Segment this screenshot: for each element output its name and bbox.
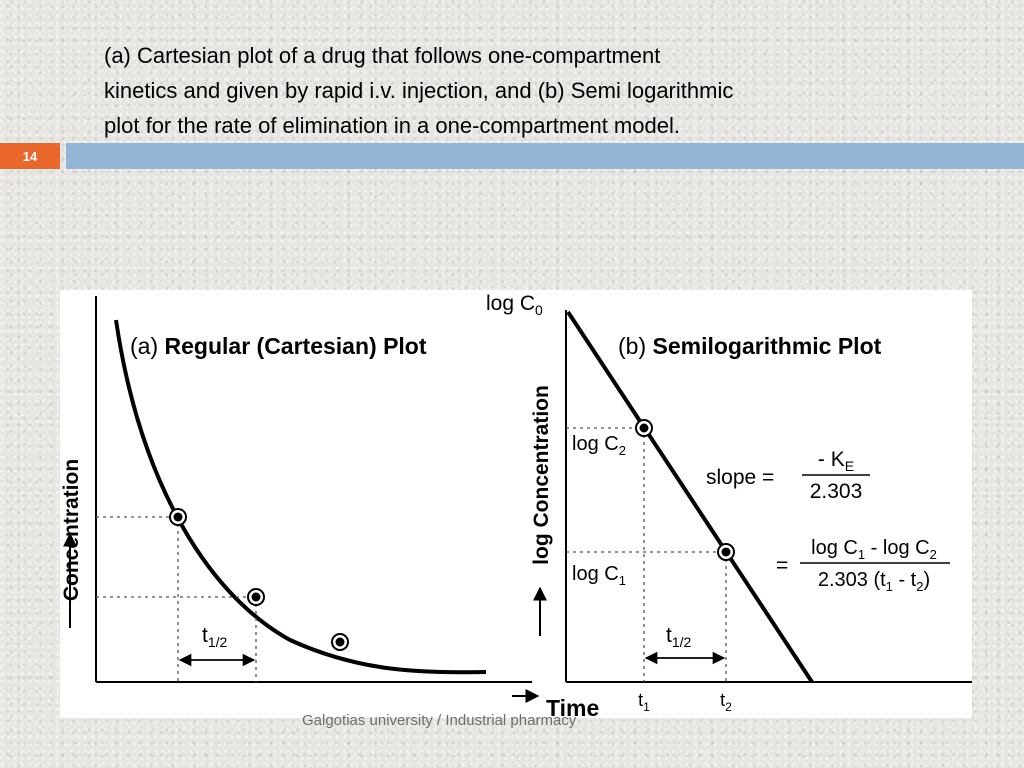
plot-b-y-label: log Concentration <box>530 385 553 565</box>
slope-numerator: - KE <box>818 448 854 474</box>
log-c0-label: log C0 <box>486 292 543 318</box>
slide-number: 14 <box>0 143 60 169</box>
plot-b-log-line <box>566 310 814 684</box>
slope-formula: = log C1 - log C2 2.303 (t1 - t2) <box>776 537 950 594</box>
t1-label: t1 <box>638 690 650 714</box>
title-line-3: plot for the rate of elimination in a on… <box>104 113 680 138</box>
formula-numerator: log C1 - log C2 <box>811 537 937 562</box>
plot-b: log C0 (b) Semilogarithmic Plot log Conc… <box>486 292 972 714</box>
t2-label: t2 <box>720 690 732 714</box>
plot-a-decay-curve <box>114 319 487 675</box>
x-axis-label: Time <box>546 695 599 718</box>
slide-title: (a) Cartesian plot of a drug that follow… <box>104 38 984 143</box>
formula-equals: = <box>776 554 788 577</box>
plot-b-title: (b) Semilogarithmic Plot <box>618 333 882 359</box>
plot-a-data-points <box>169 508 349 651</box>
title-line-2: kinetics and given by rapid i.v. injecti… <box>104 78 734 103</box>
formula-denominator: 2.303 (t1 - t2) <box>818 569 930 594</box>
plot-a-half-life-label: t1/2 <box>202 624 228 650</box>
slope-equation: slope = - KE 2.303 <box>706 448 870 503</box>
slope-denominator: 2.303 <box>810 480 863 503</box>
svg-text:log Concentration: log Concentration <box>530 385 553 565</box>
plot-b-half-life-label: t1/2 <box>666 624 692 650</box>
plot-a-title: (a) Regular (Cartesian) Plot <box>130 333 427 359</box>
title-bar <box>66 143 1024 169</box>
pharmacokinetic-figure: (a) Regular (Cartesian) Plot Concentrati… <box>60 290 972 721</box>
svg-text:Concentration: Concentration <box>60 459 83 601</box>
plot-a-guide-lines <box>96 516 257 682</box>
log-c2-label: log C2 <box>572 433 626 458</box>
log-c1-label: log C1 <box>572 563 626 588</box>
figure-svg: (a) Regular (Cartesian) Plot Concentrati… <box>60 292 972 721</box>
slope-label: slope = <box>706 466 774 489</box>
plot-b-data-points <box>635 419 735 561</box>
plot-a: (a) Regular (Cartesian) Plot Concentrati… <box>60 296 532 683</box>
footer-text: Galgotias university / Industrial pharma… <box>302 712 577 729</box>
plot-b-guide-lines <box>566 427 727 682</box>
plot-a-y-label: Concentration <box>60 459 83 601</box>
title-line-1: (a) Cartesian plot of a drug that follow… <box>104 43 661 68</box>
